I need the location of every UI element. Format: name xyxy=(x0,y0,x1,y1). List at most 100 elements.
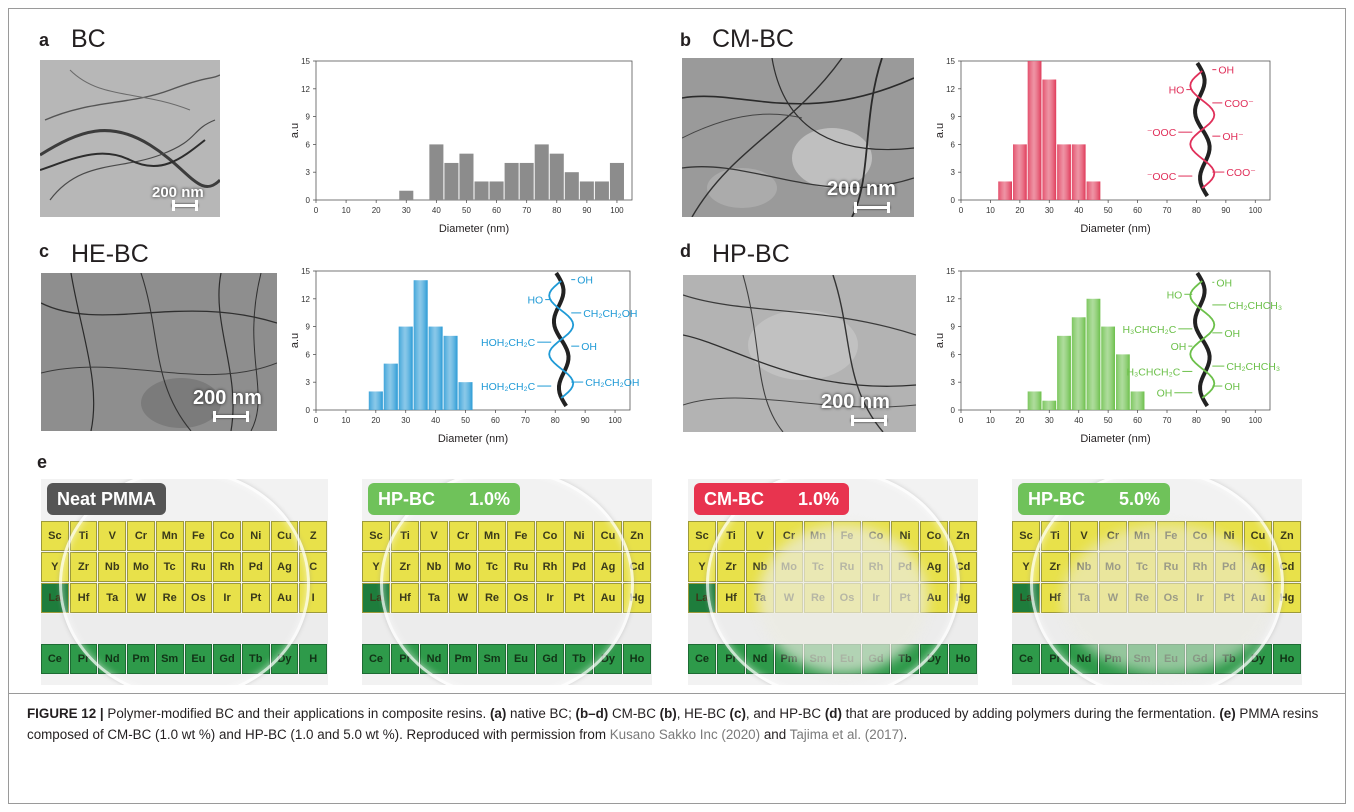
bar-a-70 xyxy=(519,162,534,200)
bar-tint xyxy=(428,326,443,410)
x-tick-label: 20 xyxy=(372,206,381,215)
molecule-label: HOH₂CH₂C xyxy=(481,381,536,393)
x-tick-label: 50 xyxy=(1104,416,1113,425)
histogram-svg-b: 0 3 6 9 12 15 0 10 20 30 40 50 60 70 80 90 100 Diameter (… xyxy=(934,57,1271,235)
panel-title-c: HE-BC xyxy=(71,240,149,268)
petri-dish xyxy=(59,479,310,685)
bar-a-55 xyxy=(474,181,489,200)
bar-a-40 xyxy=(429,144,444,200)
citation-link-kusano[interactable]: Kusano Sakko Inc (2020) xyxy=(609,727,761,742)
x-tick-label: 30 xyxy=(402,206,411,215)
x-tick-label: 10 xyxy=(986,416,995,425)
molecule-label: OH xyxy=(581,341,597,353)
molecule-label: OH xyxy=(1224,381,1240,393)
x-tick-label: 100 xyxy=(608,416,622,425)
panel-title-d: HP-BC xyxy=(712,240,790,268)
molecule-structure-b: OH HO COO⁻ ⁻OOC OH⁻ ⁻OOC COO⁻ xyxy=(1147,61,1256,198)
caption-label: FIGURE 12 | xyxy=(27,706,104,721)
histogram-svg-a: 0 3 6 9 12 15 0 10 20 30 40 50 60 70 80 90 100 Diameter (… xyxy=(289,57,633,235)
scale-bar-d xyxy=(851,415,887,426)
element-cell: Sc xyxy=(41,521,69,551)
bar-tint xyxy=(1057,335,1071,410)
x-tick-label: 10 xyxy=(986,206,995,215)
y-axis-label: a.u xyxy=(934,123,946,138)
figure-caption: FIGURE 12 | Polymer-modified BC and thei… xyxy=(27,703,1327,745)
bar-tint xyxy=(1042,400,1057,410)
x-tick-label: 60 xyxy=(492,206,501,215)
element-cell: Ce xyxy=(41,644,69,674)
panel-letter-b: b xyxy=(680,30,691,50)
y-tick-label: 3 xyxy=(951,168,956,177)
bar-tint xyxy=(443,335,458,410)
plot-frame xyxy=(315,270,631,411)
scale-label-a: 200 nm xyxy=(152,184,204,201)
bar-a-65 xyxy=(504,162,519,200)
scale-label-d: 200 nm xyxy=(821,391,890,413)
panel-letter-a: a xyxy=(39,30,50,50)
y-axis-label: a.u xyxy=(289,123,301,138)
molecule-label: CH₂CH₂OH xyxy=(585,377,639,389)
element-cell: Ho xyxy=(949,644,977,674)
y-tick-label: 9 xyxy=(951,113,956,122)
scale-label-b: 200 nm xyxy=(827,178,896,200)
citation-link-tajima[interactable]: Tajima et al. (2017) xyxy=(789,727,904,742)
x-tick-label: 70 xyxy=(1163,416,1172,425)
x-tick-label: 20 xyxy=(371,416,380,425)
bar-a-80 xyxy=(549,153,564,200)
element-cell: Ho xyxy=(1273,644,1301,674)
x-tick-label: 10 xyxy=(341,416,350,425)
x-tick-label: 40 xyxy=(431,416,440,425)
molecule-label: CH₂CHCH₃ xyxy=(1228,300,1282,312)
sample-badge: HP-BC 5.0% xyxy=(1018,483,1171,515)
y-tick-label: 3 xyxy=(306,378,311,387)
x-tick-label: 80 xyxy=(552,206,561,215)
molecule-label: COO⁻ xyxy=(1224,98,1254,110)
panel-letter-e: e xyxy=(37,452,48,472)
y-tick-label: 15 xyxy=(301,57,310,66)
element-cell: Sc xyxy=(688,521,716,551)
y-tick-label: 0 xyxy=(306,406,311,415)
x-tick-label: 10 xyxy=(342,206,351,215)
tem-image-a: 200 nm xyxy=(40,60,220,217)
element-cell: H xyxy=(299,644,328,674)
x-tick-label: 100 xyxy=(610,206,624,215)
molecule-label: HO xyxy=(1169,85,1185,97)
sample-name: HP-BC xyxy=(1028,488,1085,509)
x-tick-label: 90 xyxy=(1221,416,1230,425)
caption-ref-c: (c) xyxy=(729,706,746,721)
bar-a-60 xyxy=(489,181,504,200)
bar-a-100 xyxy=(609,162,624,200)
caption-text: CM-BC xyxy=(608,706,660,721)
x-tick-label: 40 xyxy=(1074,206,1083,215)
caption-ref-e: (e) xyxy=(1219,706,1236,721)
y-tick-label: 6 xyxy=(306,350,311,359)
sample-badge: CM-BC 1.0% xyxy=(694,483,850,515)
x-tick-label: 70 xyxy=(521,416,530,425)
x-tick-label: 0 xyxy=(959,416,964,425)
y-tick-label: 6 xyxy=(951,350,956,359)
molecule-label: OH xyxy=(1224,328,1240,340)
panel-letter-c: c xyxy=(39,241,50,261)
plot-frame xyxy=(960,60,1271,201)
petri-dish xyxy=(1030,479,1284,685)
x-tick-label: 90 xyxy=(581,416,590,425)
x-tick-label: 70 xyxy=(522,206,531,215)
molecule-label: HO xyxy=(1167,289,1183,301)
x-axis-label: Diameter (nm) xyxy=(1080,223,1150,235)
bar-a-90 xyxy=(579,181,594,200)
caption-ref-bd: (b–d) xyxy=(575,706,609,721)
molecule-label: HOH₂CH₂C xyxy=(481,337,536,349)
sample-badge: HP-BC 1.0% xyxy=(368,483,521,515)
bar-a-75 xyxy=(534,144,549,200)
y-tick-label: 0 xyxy=(306,196,311,205)
element-cell: Sc xyxy=(362,521,390,551)
element-cell: Ce xyxy=(362,644,390,674)
sample-name: Neat PMMA xyxy=(57,488,157,509)
bar-tint xyxy=(1086,181,1101,200)
x-axis-label: Diameter (nm) xyxy=(1080,433,1150,445)
caption-text: PMMA resins composed of CM-BC (1.0 wt %)… xyxy=(27,706,1319,742)
molecule-label: OH xyxy=(1216,277,1232,289)
element-cell: Zn xyxy=(623,521,651,551)
polymer-chain xyxy=(1189,70,1216,189)
x-tick-label: 50 xyxy=(462,206,471,215)
